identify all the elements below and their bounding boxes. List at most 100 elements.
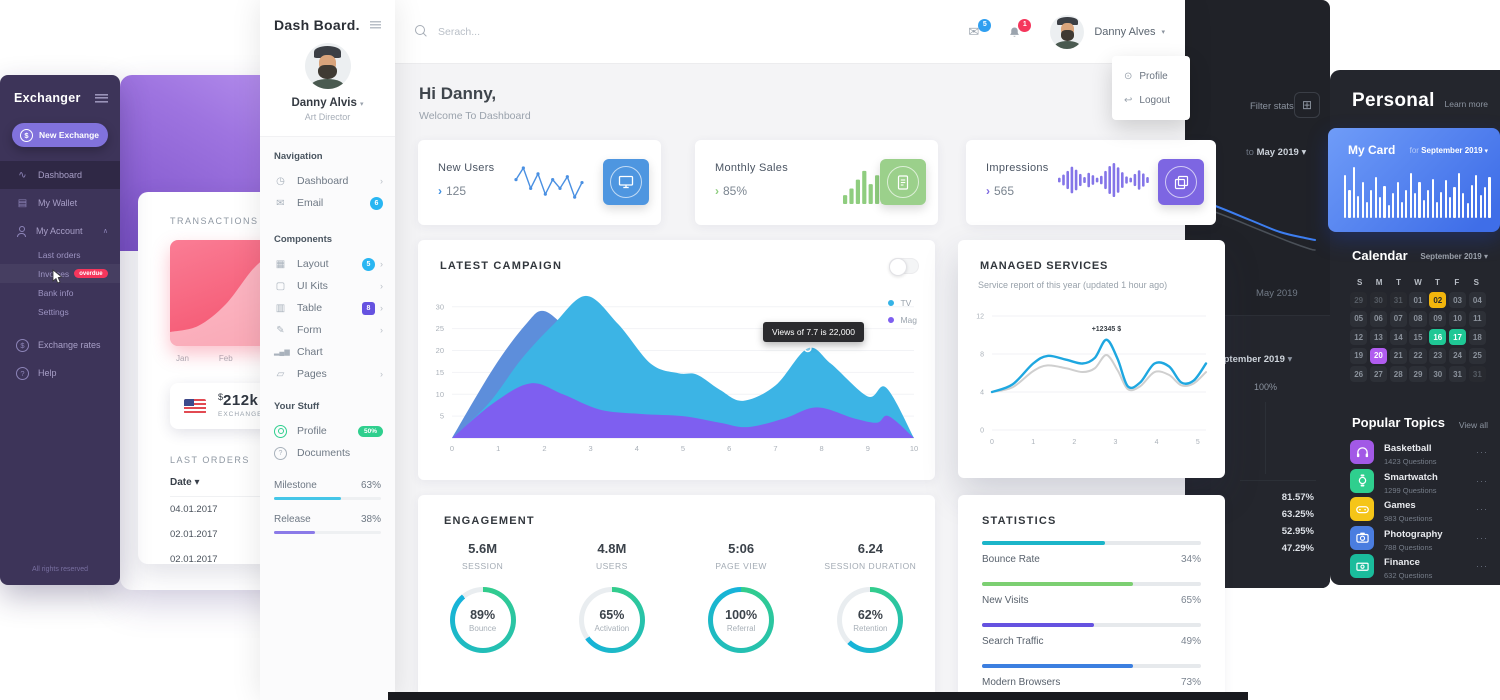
svg-text:5: 5 bbox=[1196, 439, 1200, 446]
calendar-day[interactable]: 12 bbox=[1350, 329, 1368, 345]
sidebar-item-layout[interactable]: ▦ Layout 5 › bbox=[275, 257, 383, 271]
sidebar-subitem-bank-info[interactable]: Bank info bbox=[38, 287, 74, 298]
copy-icon[interactable] bbox=[1158, 159, 1204, 205]
topic-item-photography[interactable]: Photography 788 Questions ··· bbox=[1350, 524, 1492, 553]
calendar-day[interactable]: 09 bbox=[1429, 310, 1447, 327]
calendar-day[interactable]: 21 bbox=[1389, 347, 1407, 364]
calendar-day[interactable]: 20 bbox=[1369, 347, 1388, 364]
sidebar-item-my-wallet[interactable]: ▤ My Wallet bbox=[17, 197, 78, 209]
calendar-day[interactable]: 29 bbox=[1350, 292, 1368, 308]
stat-bar-bounce-rate bbox=[982, 541, 1201, 545]
sidebar-item-form[interactable]: ✎ Form › bbox=[260, 319, 395, 341]
chevron-right-icon: › bbox=[380, 281, 383, 291]
calendar-day[interactable]: 10 bbox=[1448, 310, 1467, 327]
calendar-day[interactable]: 27 bbox=[1369, 366, 1388, 382]
calendar-period-dropdown[interactable]: September 2019 ▾ bbox=[1420, 252, 1488, 261]
currency-symbol: $ bbox=[218, 392, 224, 403]
calendar-day[interactable]: 23 bbox=[1429, 347, 1447, 364]
profile-ring-icon bbox=[274, 424, 287, 438]
calendar-day[interactable]: 30 bbox=[1369, 292, 1388, 308]
calendar-day[interactable]: 25 bbox=[1468, 347, 1486, 364]
histogram-bar bbox=[1479, 195, 1482, 218]
date-range-dropdown[interactable]: to May 2019 ▾ bbox=[1246, 147, 1307, 158]
user-name[interactable]: Danny Alvis ▾ bbox=[291, 97, 364, 109]
period-dropdown[interactable]: for September 2019 ▾ bbox=[1409, 146, 1488, 155]
calendar-day[interactable]: 17 bbox=[1448, 329, 1467, 345]
more-options-icon[interactable]: ··· bbox=[1476, 532, 1488, 543]
calendar-day[interactable]: 03 bbox=[1448, 292, 1467, 308]
calendar-day[interactable]: 26 bbox=[1350, 366, 1368, 382]
menu-item-logout[interactable]: ↩ Logout bbox=[1124, 94, 1170, 106]
report-icon[interactable] bbox=[880, 159, 926, 205]
more-options-icon[interactable]: ··· bbox=[1476, 561, 1488, 572]
my-card[interactable]: My Card for September 2019 ▾ bbox=[1328, 128, 1500, 232]
view-all-link[interactable]: View all bbox=[1458, 420, 1488, 430]
sidebar-subitem-invoices[interactable]: Invoices overdue bbox=[0, 264, 120, 284]
calendar-day[interactable]: 07 bbox=[1389, 310, 1407, 327]
mail-icon[interactable]: ✉ 5 bbox=[968, 18, 992, 39]
statistics-card: STATISTICS Bounce Rate 34% New Visits 65% … bbox=[958, 495, 1225, 700]
sidebar-item-profile[interactable]: Profile 50% bbox=[260, 420, 395, 442]
monitor-icon[interactable] bbox=[603, 159, 649, 205]
user-menu[interactable]: Danny Alves bbox=[1094, 25, 1156, 38]
calendar-day[interactable]: 15 bbox=[1409, 329, 1427, 345]
sidebar-subitem-last-orders[interactable]: Last orders bbox=[38, 249, 81, 260]
filter-grid-icon[interactable]: ⊞ bbox=[1294, 92, 1320, 118]
sidebar-item-table[interactable]: ▥ Table 8 › bbox=[275, 301, 383, 315]
menu-icon[interactable] bbox=[370, 20, 381, 30]
calendar-day[interactable]: 18 bbox=[1468, 329, 1486, 345]
calendar-day[interactable]: 14 bbox=[1389, 329, 1407, 345]
avatar[interactable] bbox=[304, 43, 351, 89]
avatar[interactable] bbox=[1050, 14, 1085, 49]
menu-item-profile[interactable]: ⊙ Profile bbox=[1124, 70, 1168, 82]
more-options-icon[interactable]: ··· bbox=[1476, 504, 1488, 515]
new-exchange-button[interactable]: $ New Exchange bbox=[12, 123, 108, 147]
calendar-day[interactable]: 24 bbox=[1448, 347, 1467, 364]
bell-icon[interactable]: 1 bbox=[1008, 18, 1032, 39]
calendar-day[interactable]: 13 bbox=[1369, 329, 1388, 345]
sidebar-item-dashboard[interactable]: ◷ Dashboard › bbox=[260, 170, 395, 192]
sidebar-item-my-account[interactable]: My Account ∧ bbox=[0, 217, 120, 245]
calendar-day[interactable]: 19 bbox=[1350, 347, 1368, 364]
more-options-icon[interactable]: ··· bbox=[1476, 447, 1488, 458]
histogram-bar bbox=[1462, 193, 1465, 218]
sidebar-item-help[interactable]: ? Help bbox=[0, 359, 120, 387]
calendar-day[interactable]: 01 bbox=[1409, 292, 1427, 308]
sidebar-item-pages[interactable]: ▱ Pages › bbox=[260, 363, 395, 385]
calendar-day[interactable]: 31 bbox=[1448, 366, 1467, 382]
column-header-date[interactable]: Date ▾ bbox=[170, 477, 283, 497]
stat-value: 52.95% bbox=[1281, 526, 1314, 537]
calendar-day[interactable]: 02 bbox=[1429, 292, 1447, 308]
calendar-day[interactable]: 31 bbox=[1468, 366, 1486, 382]
calendar-day[interactable]: 28 bbox=[1389, 366, 1407, 382]
search-input[interactable] bbox=[438, 25, 598, 38]
learn-more-link[interactable]: Learn more bbox=[1444, 99, 1488, 109]
sidebar-item-dashboard[interactable]: ∿ Dashboard bbox=[0, 161, 120, 189]
calendar-day[interactable]: 29 bbox=[1409, 366, 1427, 382]
menu-icon[interactable] bbox=[95, 93, 108, 103]
chart-toggle-switch[interactable] bbox=[889, 258, 919, 276]
topic-item-basketball[interactable]: Basketball 1423 Questions ··· bbox=[1350, 438, 1492, 467]
calendar-day[interactable]: 05 bbox=[1350, 310, 1368, 327]
calendar-day[interactable]: 22 bbox=[1409, 347, 1427, 364]
topic-item-finance[interactable]: Finance 632 Questions ··· bbox=[1350, 552, 1492, 581]
calendar-day[interactable]: 31 bbox=[1389, 292, 1407, 308]
topic-item-games[interactable]: Games 983 Questions ··· bbox=[1350, 495, 1492, 524]
sidebar-item-ui-kits[interactable]: ▢ UI Kits › bbox=[275, 280, 383, 292]
calendar-day[interactable]: 11 bbox=[1468, 310, 1486, 327]
more-options-icon[interactable]: ··· bbox=[1476, 475, 1488, 486]
sidebar-item-exchange-rates[interactable]: $ Exchange rates bbox=[0, 331, 120, 359]
calendar-day[interactable]: 30 bbox=[1429, 366, 1447, 382]
sidebar-item-documents[interactable]: ? Documents bbox=[260, 442, 395, 464]
topic-item-smartwatch[interactable]: Smartwatch 1299 Questions ··· bbox=[1350, 467, 1492, 496]
month-dropdown[interactable]: September 2019 ▾ bbox=[1212, 354, 1293, 365]
calendar-day[interactable]: 04 bbox=[1468, 292, 1486, 308]
search-icon[interactable] bbox=[415, 25, 428, 38]
calendar-day[interactable]: 06 bbox=[1369, 310, 1388, 327]
calendar-day[interactable]: 16 bbox=[1429, 329, 1447, 345]
calendar-day[interactable]: 08 bbox=[1409, 310, 1427, 327]
sidebar-item-email[interactable]: ✉ Email 6 bbox=[260, 192, 395, 214]
sidebar-item-chart[interactable]: ▂▄▆ Chart bbox=[274, 346, 323, 358]
svg-text:5: 5 bbox=[440, 412, 444, 421]
sidebar-subitem-settings[interactable]: Settings bbox=[38, 306, 69, 317]
